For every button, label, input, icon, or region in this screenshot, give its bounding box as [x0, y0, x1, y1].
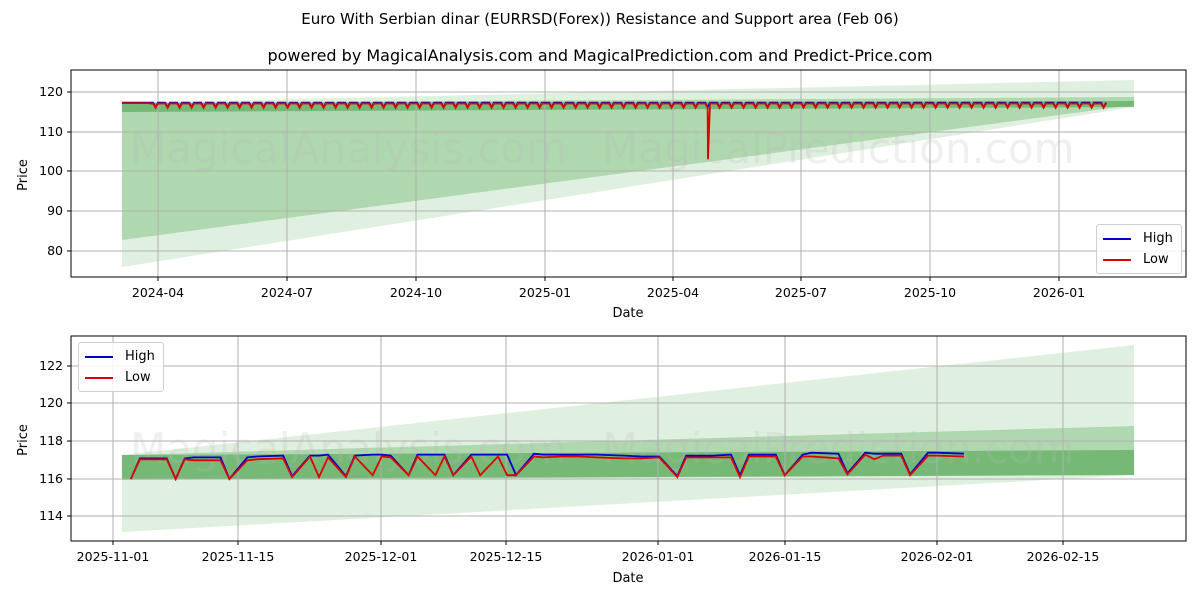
- svg-text:2025-01: 2025-01: [519, 285, 571, 300]
- legend-label-low: Low: [125, 370, 151, 385]
- legend-label-high: High: [1143, 231, 1173, 246]
- watermark: MagicalAnalysis.com: [130, 424, 567, 473]
- svg-text:2025-11-15: 2025-11-15: [202, 549, 275, 564]
- svg-text:2026-02-15: 2026-02-15: [1027, 549, 1100, 564]
- top-xticks: 2024-04 2024-07 2024-10 2025-01 2025-04 …: [132, 277, 1085, 300]
- bottom-xlabel: Date: [612, 571, 643, 586]
- legend-item-low: Low: [85, 367, 155, 388]
- svg-text:120: 120: [39, 395, 63, 410]
- bottom-legend: High Low: [78, 342, 164, 392]
- bottom-low-line: [130, 453, 964, 482]
- svg-text:114: 114: [39, 508, 63, 523]
- top-ylabel: Price: [16, 159, 31, 191]
- svg-text:2026-01-01: 2026-01-01: [622, 549, 695, 564]
- bottom-chart: MagicalAnalysis.com MagicalPrediction.co…: [16, 335, 1187, 586]
- high-swatch: [85, 355, 113, 358]
- bottom-grid: [71, 336, 1186, 541]
- svg-text:110: 110: [39, 124, 63, 139]
- chart-title: Euro With Serbian dinar (EURRSD(Forex)) …: [301, 10, 899, 28]
- chart-subtitle: powered by MagicalAnalysis.com and Magic…: [267, 46, 933, 65]
- bottom-axes-frame: [70, 335, 1187, 542]
- watermark: MagicalPrediction.com: [602, 424, 1075, 473]
- svg-text:116: 116: [39, 471, 63, 486]
- bottom-band-light: [122, 345, 1134, 532]
- top-yticks: 120 110 100 90 80: [39, 84, 71, 258]
- top-band-mid: [122, 97, 1134, 240]
- low-swatch: [1103, 258, 1131, 261]
- top-chart: MagicalAnalysis.com MagicalPrediction.co…: [16, 69, 1187, 321]
- svg-text:90: 90: [47, 203, 63, 218]
- svg-text:2026-01-15: 2026-01-15: [749, 549, 822, 564]
- legend-item-high: High: [1103, 228, 1173, 249]
- watermark: MagicalPrediction.com: [602, 124, 1075, 173]
- svg-text:2024-10: 2024-10: [390, 285, 442, 300]
- top-low-line: [122, 102, 1107, 160]
- legend-item-high: High: [85, 346, 155, 367]
- bottom-yticks: 122 120 118 116 114: [39, 358, 71, 523]
- legend-item-low: Low: [1103, 249, 1173, 270]
- legend-label-low: Low: [1143, 252, 1169, 267]
- legend-label-high: High: [125, 349, 155, 364]
- svg-text:2025-07: 2025-07: [775, 285, 827, 300]
- svg-text:2024-04: 2024-04: [132, 285, 184, 300]
- svg-text:2025-10: 2025-10: [904, 285, 956, 300]
- svg-text:2026-01: 2026-01: [1033, 285, 1085, 300]
- svg-text:122: 122: [39, 358, 63, 373]
- svg-text:2025-11-01: 2025-11-01: [77, 549, 150, 564]
- top-legend: High Low: [1096, 224, 1182, 274]
- svg-text:2025-12-01: 2025-12-01: [345, 549, 418, 564]
- svg-text:2025-12-15: 2025-12-15: [470, 549, 543, 564]
- watermark: MagicalAnalysis.com: [130, 124, 567, 173]
- svg-text:100: 100: [39, 163, 63, 178]
- bottom-xticks: 2025-11-01 2025-11-15 2025-12-01 2025-12…: [77, 541, 1100, 564]
- top-axes-frame: [70, 69, 1187, 278]
- top-xlabel: Date: [612, 306, 643, 321]
- svg-text:2025-04: 2025-04: [647, 285, 699, 300]
- bottom-ylabel: Price: [16, 424, 31, 456]
- svg-text:118: 118: [39, 433, 63, 448]
- low-swatch: [85, 376, 113, 379]
- svg-text:80: 80: [47, 243, 63, 258]
- svg-text:2026-02-01: 2026-02-01: [901, 549, 974, 564]
- high-swatch: [1103, 237, 1131, 240]
- svg-text:2024-07: 2024-07: [261, 285, 313, 300]
- svg-text:120: 120: [39, 84, 63, 99]
